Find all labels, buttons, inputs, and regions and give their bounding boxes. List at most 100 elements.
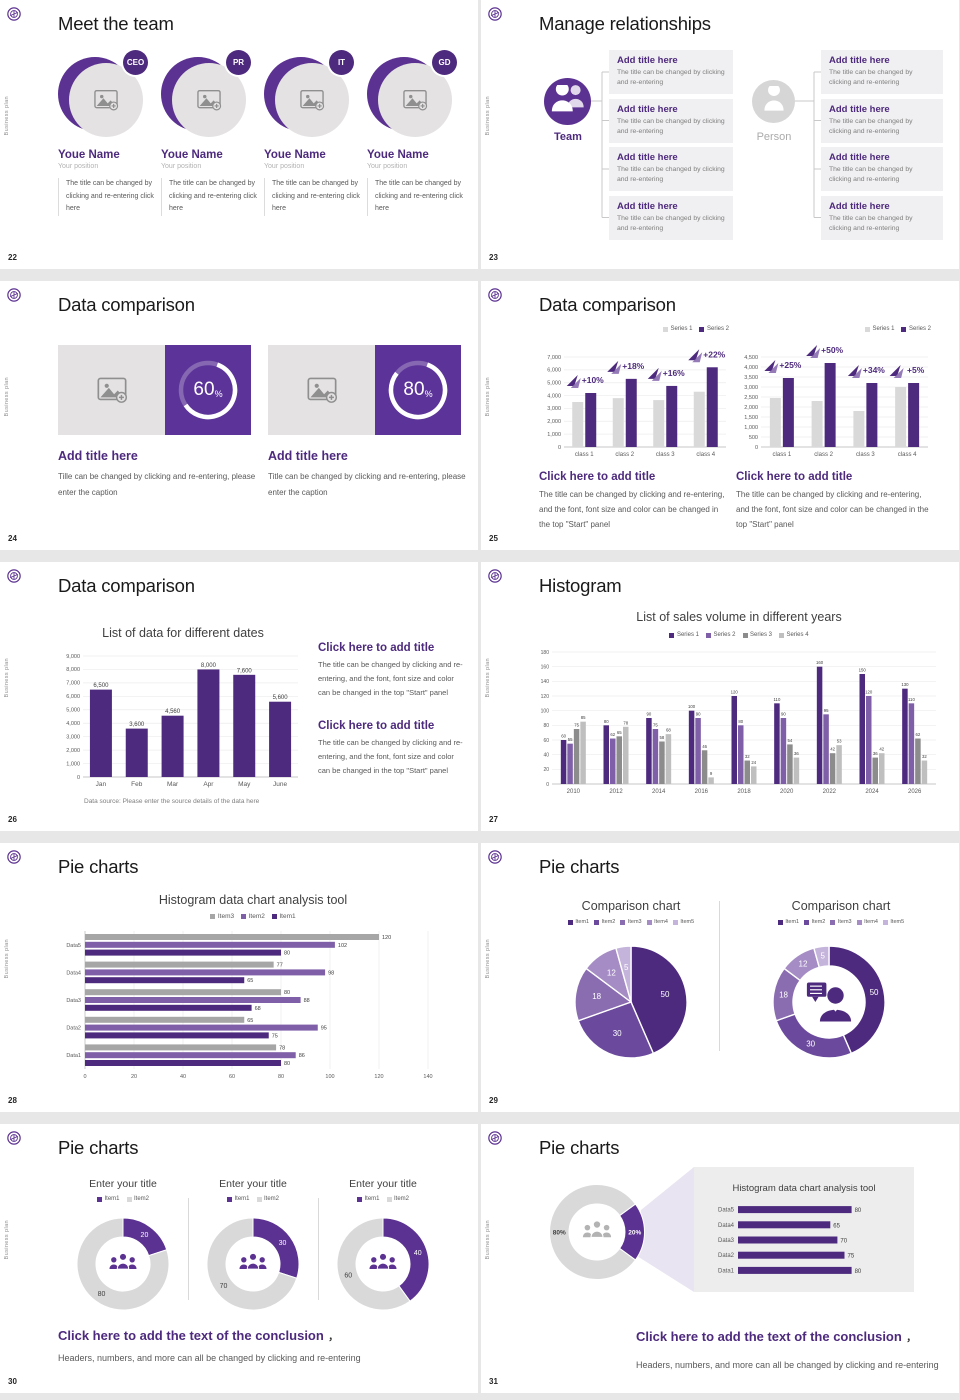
growth-label: +25% — [779, 360, 801, 370]
bar — [823, 714, 829, 784]
legend-swatch — [856, 919, 862, 925]
legend-item: Item2 — [804, 919, 825, 925]
person-icon — [757, 83, 791, 118]
value-label: 88 — [304, 998, 310, 1004]
image-placeholder-svg — [94, 89, 119, 111]
slide-title: Histogram — [539, 575, 622, 596]
x-category-label: 2010 — [567, 789, 581, 795]
seal-svg — [7, 850, 21, 864]
seal-svg — [488, 288, 502, 302]
legend-swatch — [742, 632, 748, 638]
y-tick-label: 4,000 — [66, 721, 80, 727]
legend-swatch — [271, 914, 277, 919]
conclusion-body: Headers, numbers, and more can all be ch… — [636, 1360, 939, 1371]
legend-item: Item2 — [386, 1196, 410, 1202]
chart-title: Histogram data chart analysis tool — [158, 893, 348, 907]
slice-label: 40 — [414, 1250, 422, 1257]
vertical-sidebar-label: Business plan — [4, 377, 10, 417]
y-category-label: Data3 — [718, 1238, 735, 1244]
image-placeholder-icon — [401, 88, 429, 112]
team-member-card: CEO Youe Name Your position The title ca… — [58, 50, 156, 216]
bar — [744, 760, 750, 784]
value-label: 53 — [837, 739, 842, 744]
box-body: The title can be changed by clicking and… — [617, 69, 725, 87]
role-badge: GD — [432, 50, 457, 75]
member-position: Your position — [58, 163, 99, 170]
y-category-label: Data2 — [718, 1253, 735, 1259]
image-placeholder-svg — [403, 89, 428, 111]
slice-label: 30 — [279, 1240, 287, 1247]
y-tick-label: 8,000 — [66, 667, 80, 673]
y-category-label: Data1 — [66, 1053, 81, 1059]
seal-svg — [7, 569, 21, 583]
vertical-divider — [719, 901, 720, 1051]
slide-title: Pie charts — [58, 856, 139, 877]
slice-label: 5 — [624, 963, 629, 972]
pie-slice — [76, 1217, 170, 1311]
member-position: Your position — [264, 163, 305, 170]
legend-label: Item1 — [364, 1196, 380, 1202]
value-label: 8,000 — [201, 663, 217, 669]
avatar-photo-placeholder — [275, 63, 349, 137]
brand-seal-logo-icon — [488, 288, 502, 302]
legend-item: Series 2 — [699, 326, 729, 332]
bar — [666, 385, 678, 447]
page-number: 29 — [489, 1096, 498, 1105]
bar — [85, 1004, 252, 1011]
growth-label: +10% — [582, 375, 604, 385]
box-title: Add title here — [617, 55, 678, 66]
value-label: 3,600 — [129, 722, 145, 728]
y-tick-label: 1,500 — [744, 415, 758, 421]
y-tick-label: 120 — [541, 694, 550, 700]
pie-slice — [206, 1217, 298, 1311]
box-title: Add title here — [829, 152, 890, 163]
y-tick-label: 7,000 — [547, 355, 561, 361]
legend-item: Series 4 — [779, 632, 809, 638]
growth-arrow-icon — [768, 363, 779, 373]
y-tick-label: 4,500 — [744, 355, 758, 361]
seal-icon — [7, 850, 21, 864]
avatar: GD — [367, 50, 459, 140]
growth-label: +18% — [622, 361, 644, 371]
bar — [659, 741, 665, 784]
x-category-label: Jan — [96, 781, 107, 788]
value-label: 62 — [610, 732, 615, 737]
bar — [85, 1060, 281, 1066]
growth-arrow-icon — [764, 360, 776, 371]
x-tick-label: 80 — [278, 1074, 284, 1080]
slide-title: Data comparison — [58, 575, 195, 596]
bar — [567, 743, 573, 784]
slide-title: Pie charts — [539, 1137, 620, 1158]
y-tick-label: 500 — [749, 435, 758, 441]
pie-chart: 50 30 18 12 5 — [572, 943, 690, 1061]
y-tick-label: 160 — [541, 664, 550, 670]
y-tick-label: 3,000 — [66, 734, 80, 740]
seal-icon — [7, 1131, 21, 1145]
y-tick-label: 7,000 — [66, 681, 80, 687]
bar — [872, 757, 878, 784]
bar — [824, 363, 836, 447]
bar — [859, 674, 865, 784]
growth-arrow-icon — [893, 368, 904, 378]
relationship-box: Add title here The title can be changed b… — [609, 50, 733, 94]
legend-item: Series 3 — [742, 632, 772, 638]
legend-swatch — [804, 919, 810, 925]
bar — [652, 729, 659, 784]
page-number: 22 — [8, 253, 17, 262]
chart-title: Enter your title — [89, 1178, 157, 1190]
legend-item: Series 2 — [705, 632, 736, 638]
value-label: 110 — [773, 697, 780, 702]
legend-label: Item1 — [104, 1196, 120, 1202]
bar — [85, 977, 245, 984]
bar — [836, 745, 842, 784]
brand-seal-logo-icon — [488, 569, 502, 583]
legend-item: Item1 — [777, 919, 799, 925]
bar — [665, 734, 672, 784]
seal-icon — [7, 288, 21, 302]
percent-box: 80% — [375, 345, 461, 435]
legend-item: Item2 — [256, 1196, 279, 1202]
seal-icon — [488, 288, 502, 302]
bar — [269, 701, 292, 777]
legend-label: Item2 — [394, 1196, 410, 1202]
legend-item: Item4 — [856, 919, 878, 925]
